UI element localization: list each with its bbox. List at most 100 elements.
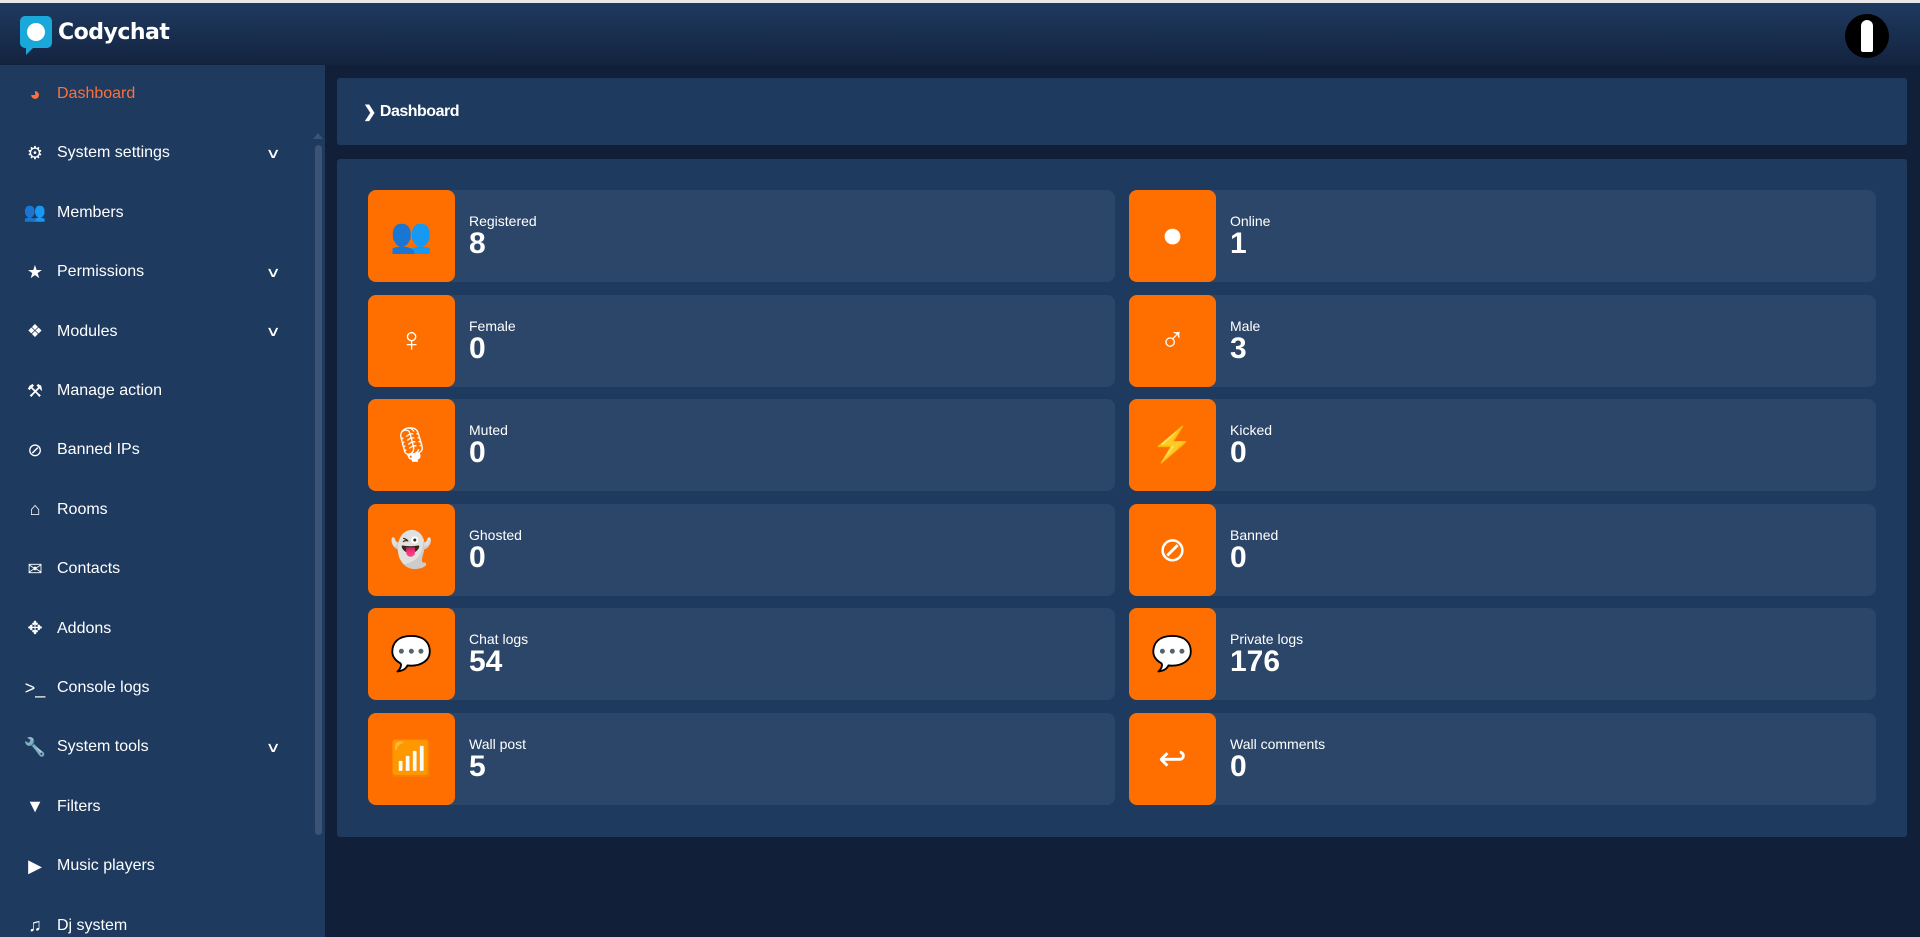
sidebar-item-members[interactable]: 👥 Members	[0, 188, 312, 238]
stat-label: Online	[1230, 213, 1271, 229]
dashboard-icon: ◕	[29, 83, 41, 104]
sidebar-item-contacts[interactable]: ✉ Contacts	[0, 544, 312, 594]
puzzle-icon: ✥	[27, 618, 43, 639]
stat-card-male: ♂ Male 3	[1129, 294, 1876, 387]
sidebar-item-label: Modules	[57, 322, 118, 340]
sidebar-item-label: Rooms	[57, 500, 108, 518]
app-name: Codychat	[58, 19, 170, 45]
sidebar-item-system-settings[interactable]: ⚙ System settings ∨	[0, 128, 312, 178]
chevron-down-icon[interactable]: ∨	[265, 263, 281, 280]
stat-label: Female	[469, 317, 516, 334]
app-logo[interactable]: Codychat	[20, 16, 170, 55]
wrench-icon: 🔧	[23, 736, 47, 757]
music-icon: ♫	[28, 915, 42, 936]
sidebar-item-dashboard[interactable]: ◕ Dashboard	[0, 69, 312, 119]
rss-icon: 📶	[368, 712, 455, 805]
comments-icon: 💬	[368, 608, 455, 700]
sidebar-item-label: Addons	[57, 619, 112, 637]
stat-label: Registered	[469, 213, 537, 229]
stat-value: 0	[1230, 540, 1247, 574]
stat-value: 0	[469, 436, 486, 469]
stat-label: Wall comments	[1230, 735, 1326, 752]
stat-label: Banned	[1230, 526, 1279, 543]
users-icon: 👥	[368, 190, 455, 282]
sidebar-item-rooms[interactable]: ⌂ Rooms	[0, 485, 312, 535]
stat-label: Kicked	[1230, 422, 1273, 438]
sidebar-item-permissions[interactable]: ★ Permissions ∨	[0, 247, 312, 297]
stat-value: 5	[469, 749, 486, 783]
stat-value: 0	[469, 540, 486, 574]
chevron-down-icon[interactable]: ∨	[265, 144, 281, 161]
stat-value: 54	[469, 645, 503, 678]
stat-card-female: ♀ Female 0	[368, 294, 1115, 387]
stat-card-ghosted: 👻 Ghosted 0	[368, 503, 1115, 596]
sidebar-item-label: Music players	[57, 857, 155, 875]
stat-label: Male	[1230, 317, 1261, 334]
ban-icon: ⊘	[1129, 503, 1216, 596]
comments-icon: 💬	[1129, 608, 1216, 700]
user-avatar[interactable]	[1845, 14, 1889, 58]
sidebar-item-system-tools[interactable]: 🔧 System tools ∨	[0, 722, 312, 772]
sidebar-item-label: Manage action	[57, 382, 162, 399]
stat-label: Private logs	[1230, 631, 1304, 647]
bolt-icon: ⚡	[1129, 399, 1216, 491]
sidebar-item-addons[interactable]: ✥ Addons	[0, 604, 312, 654]
stat-value: 8	[469, 227, 486, 260]
cubes-icon: ❖	[26, 321, 44, 342]
sidebar-item-banned-ips[interactable]: ⊘ Banned IPs	[0, 425, 312, 475]
sidebar-item-manage-action[interactable]: ⚒ Manage action	[0, 366, 312, 416]
sidebar-item-label: Dj system	[57, 916, 128, 934]
stat-card-muted: 🎙 Muted 0	[368, 399, 1115, 491]
envelope-icon: ✉	[27, 558, 43, 579]
chevron-down-icon[interactable]: ∨	[265, 738, 281, 755]
sidebar-item-label: Banned IPs	[57, 441, 140, 459]
sidebar-item-label: Permissions	[57, 263, 145, 281]
stat-label: Wall post	[469, 735, 527, 752]
users-icon: 👥	[23, 202, 47, 223]
stat-value: 0	[1230, 749, 1247, 783]
stat-value: 0	[469, 331, 486, 365]
stat-card-private-logs: 💬 Private logs 176	[1129, 608, 1876, 700]
terminal-icon: >_	[24, 677, 46, 698]
sidebar-item-console-logs[interactable]: >_ Console logs	[0, 663, 312, 713]
breadcrumb-current: Dashboard	[379, 102, 460, 120]
chevron-down-icon[interactable]: ∨	[265, 323, 281, 340]
sidebar-item-label: Filters	[57, 797, 101, 815]
sidebar-item-modules[interactable]: ❖ Modules ∨	[0, 307, 312, 357]
play-icon: ▶	[28, 855, 42, 876]
stat-value: 3	[1230, 331, 1247, 365]
sidebar-item-filters[interactable]: ▼ Filters	[0, 782, 312, 832]
sidebar-item-label: System tools	[57, 738, 149, 756]
stat-label: Muted	[469, 422, 508, 438]
ban-icon: ⊘	[27, 439, 43, 460]
stat-card-banned: ⊘ Banned 0	[1129, 503, 1876, 596]
home-icon: ⌂	[29, 499, 41, 520]
stat-card-chat-logs: 💬 Chat logs 54	[368, 608, 1115, 700]
filter-icon: ▼	[26, 796, 44, 817]
ghost-icon: 👻	[368, 503, 455, 596]
sidebar: ◕ Dashboard ⚙ System settings ∨ 👥 Members ★ Perm…	[0, 65, 325, 937]
scroll-up-arrow[interactable]	[313, 133, 323, 139]
reply-icon: ↩	[1129, 712, 1216, 805]
toggle-on-icon: ⏺	[1129, 190, 1216, 282]
gavel-icon: ⚒	[26, 380, 44, 401]
chevron-right-icon: ❯	[363, 103, 376, 121]
stat-value: 0	[1230, 436, 1247, 469]
stats-panel: 👥 Registered 8 ⏺ Online 1 ♀ Female 0 ♂ Male 3 🎙 Muted…	[337, 159, 1907, 837]
sidebar-item-label: Members	[57, 203, 124, 221]
stat-card-wall-comments: ↩ Wall comments 0	[1129, 712, 1876, 805]
microphone-slash-icon: 🎙	[368, 399, 455, 491]
sidebar-item-dj-system[interactable]: ♫ Dj system	[0, 901, 312, 937]
sidebar-item-label: System settings	[57, 144, 170, 162]
window-top-border	[0, 0, 1920, 3]
sidebar-item-label: Console logs	[57, 679, 150, 696]
sidebar-scrollbar[interactable]	[315, 145, 322, 835]
sidebar-item-music-players[interactable]: ▶ Music players	[0, 841, 312, 891]
stat-card-registered: 👥 Registered 8	[368, 190, 1115, 282]
stat-card-wall-post: 📶 Wall post 5	[368, 712, 1115, 805]
gears-icon: ⚙	[26, 142, 44, 163]
stat-value: 1	[1230, 227, 1247, 260]
stat-card-kicked: ⚡ Kicked 0	[1129, 399, 1876, 491]
breadcrumb: ❯ Dashboard	[337, 78, 1907, 145]
stat-label: Ghosted	[469, 526, 522, 543]
